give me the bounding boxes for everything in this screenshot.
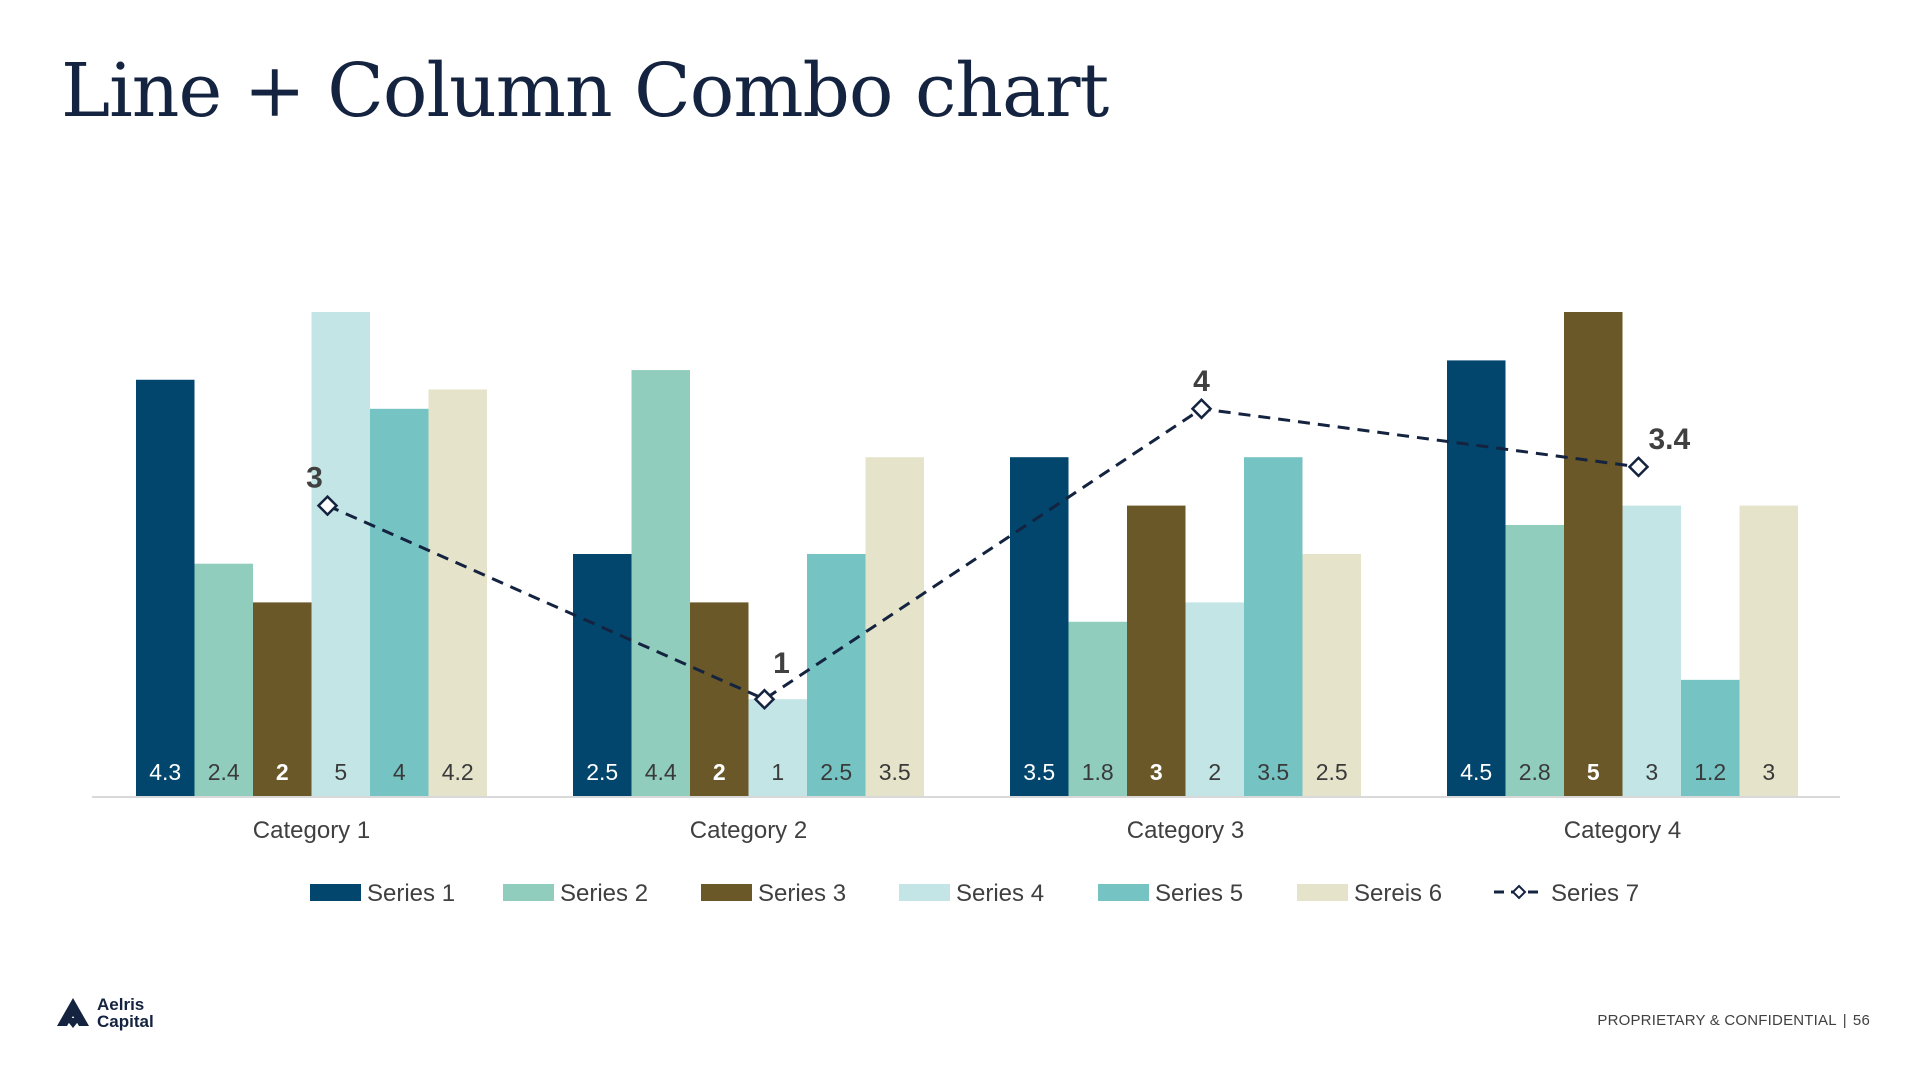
category-label: Category 1: [253, 817, 370, 844]
legend-swatch: [310, 884, 361, 901]
bar-1-cat-2: [573, 554, 632, 796]
category-labels: Category 1 Category 2 Category 3 Category 4: [253, 817, 1681, 844]
series-7-value-label: 1: [773, 647, 790, 680]
footer-confidential-text: PROPRIETARY & CONFIDENTIAL: [1597, 1012, 1837, 1029]
company-logo: Aelris Capital: [55, 996, 154, 1030]
legend-swatch: [1297, 884, 1348, 901]
bar-6-cat-1: [428, 389, 487, 796]
bar-5-cat-4: [1681, 679, 1740, 796]
bar-value-label: 1: [771, 759, 784, 785]
bar-5-cat-2: [807, 554, 866, 796]
legend-label: Series 1: [367, 880, 455, 907]
bar-value-label: 3: [1645, 759, 1658, 785]
bar-4-cat-1: [311, 312, 370, 796]
bar-value-label: 2: [276, 759, 289, 785]
legend-label: Series 3: [758, 880, 846, 907]
legend-swatch: [701, 884, 752, 901]
bar-value-label: 4.5: [1460, 759, 1492, 785]
category-label: Category 2: [690, 817, 807, 844]
bar-value-label: 4.3: [149, 759, 181, 785]
legend-label: Series 2: [560, 880, 648, 907]
legend-swatch: [1098, 884, 1149, 901]
category-label: Category 4: [1564, 817, 1681, 844]
category-label: Category 3: [1127, 817, 1244, 844]
series-7-marker: [753, 688, 776, 710]
bar-value-label: 2.4: [208, 759, 240, 785]
bar-series-group: 4.3 2.5 3.5 4.5 2.4 4.4 1.8 2.8 2 2 3 5 5 1 2 3 4 2.5 3.5 1…: [136, 312, 1798, 796]
bar-value-label: 2: [713, 759, 726, 785]
slide-title: Line + Column Combo chart: [61, 48, 1109, 134]
bar-value-label: 5: [334, 759, 347, 785]
logo-line-1: Aelris: [97, 995, 145, 1014]
bar-value-label: 2.5: [820, 759, 852, 785]
bar-1-cat-1: [136, 379, 195, 796]
bar-6-cat-4: [1739, 505, 1798, 796]
bar-2-cat-1: [194, 563, 253, 796]
bar-value-label: 4.4: [645, 759, 677, 785]
bar-2-cat-2: [631, 370, 690, 796]
series-7-marker: [1190, 398, 1213, 420]
bar-value-label: 2: [1208, 759, 1221, 785]
bar-3-cat-1: [253, 602, 312, 796]
bar-2-cat-3: [1068, 621, 1127, 796]
bar-value-label: 4: [393, 759, 406, 785]
bar-4-cat-3: [1185, 602, 1244, 796]
bar-3-cat-3: [1127, 505, 1186, 796]
legend-swatch: [503, 884, 554, 901]
series-7-value-label: 3.4: [1649, 423, 1691, 456]
bar-4-cat-4: [1622, 505, 1681, 796]
bar-2-cat-4: [1505, 524, 1564, 796]
legend-label: Series 4: [956, 880, 1044, 907]
bar-value-label: 2.5: [1316, 759, 1348, 785]
legend-label: Series 5: [1155, 880, 1243, 907]
series-7-value-label: 3: [306, 462, 323, 495]
bar-value-label: 2.8: [1519, 759, 1551, 785]
bar-4-cat-2: [748, 699, 807, 796]
bar-value-label: 3: [1150, 759, 1163, 785]
bar-6-cat-3: [1302, 554, 1361, 796]
logo-wordmark: Aelris Capital: [97, 996, 154, 1030]
bar-value-label: 3.5: [879, 759, 911, 785]
legend: Series 1 Series 2 Series 3 Series 4 Series 5…: [310, 880, 1639, 907]
footer-separator: |: [1842, 1012, 1847, 1029]
bar-value-label: 2.5: [586, 759, 618, 785]
bar-value-label: 3.5: [1023, 759, 1055, 785]
bar-value-label: 3.5: [1257, 759, 1289, 785]
bar-5-cat-3: [1244, 457, 1303, 796]
legend-diamond-icon: [1511, 884, 1527, 900]
bar-value-label: 5: [1587, 759, 1600, 785]
bar-1-cat-4: [1447, 360, 1506, 796]
legend-label: Series 7: [1551, 880, 1639, 907]
bar-1-cat-3: [1010, 457, 1069, 796]
legend-label: Sereis 6: [1354, 880, 1442, 907]
page-number: 56: [1852, 1012, 1870, 1029]
bar-5-cat-1: [370, 408, 429, 796]
bar-value-label: 3: [1762, 759, 1775, 785]
series-7-marker: [1627, 456, 1650, 478]
legend-swatch: [899, 884, 950, 901]
aelris-logo-icon: [57, 998, 89, 1028]
bar-value-label: 4.2: [442, 759, 474, 785]
footer: PROPRIETARY & CONFIDENTIAL | 56: [1597, 1012, 1870, 1029]
bar-3-cat-4: [1564, 312, 1623, 796]
series-7-marker: [316, 494, 339, 517]
series-7-line: [326, 407, 1639, 701]
bar-3-cat-2: [690, 602, 749, 796]
series-7-value-label: 4: [1193, 365, 1210, 398]
logo-line-2: Capital: [97, 1012, 154, 1031]
line-series-group: 3 1 4 3.4: [306, 365, 1691, 710]
bar-value-label: 1.8: [1082, 759, 1114, 785]
bar-value-label: 1.2: [1694, 759, 1726, 785]
